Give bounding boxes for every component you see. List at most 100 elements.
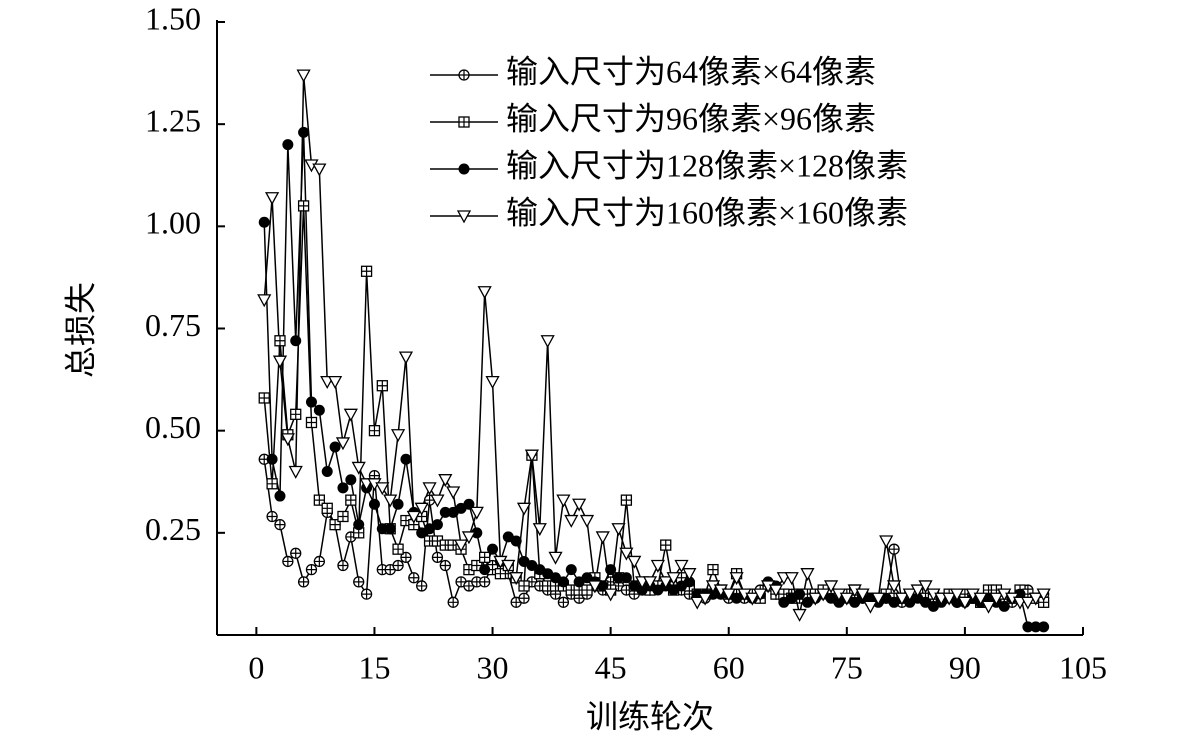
marker-shape	[430, 494, 445, 508]
marker	[458, 69, 470, 81]
marker	[642, 576, 658, 590]
marker	[360, 265, 373, 277]
marker-shape	[337, 560, 348, 571]
marker-shape	[1036, 588, 1051, 602]
marker-shape	[698, 592, 713, 606]
marker-shape	[313, 404, 325, 416]
marker	[360, 588, 373, 600]
marker-shape	[564, 514, 579, 528]
marker-shape	[603, 588, 618, 602]
marker-shape	[329, 441, 341, 453]
marker-shape	[288, 465, 303, 479]
y-tick-label: 0.50	[145, 409, 201, 445]
marker-shape	[579, 514, 595, 528]
marker	[296, 69, 311, 83]
marker	[258, 392, 270, 404]
marker-shape	[408, 572, 419, 583]
marker	[784, 572, 799, 586]
marker-shape	[682, 568, 697, 582]
marker	[721, 588, 736, 602]
marker	[390, 429, 406, 443]
marker-shape	[290, 409, 301, 420]
marker-shape	[485, 375, 500, 389]
marker-shape	[794, 588, 806, 600]
marker-shape	[416, 580, 427, 591]
marker-shape	[557, 576, 569, 588]
marker	[879, 535, 894, 549]
marker-shape	[753, 588, 768, 602]
marker	[816, 588, 831, 602]
marker-shape	[376, 523, 388, 535]
marker-shape	[343, 408, 358, 422]
marker	[1028, 592, 1043, 606]
marker-shape	[385, 564, 396, 575]
marker	[368, 425, 381, 437]
marker	[485, 375, 500, 389]
marker	[942, 592, 957, 606]
marker-shape	[296, 69, 311, 83]
marker	[400, 551, 412, 564]
marker-shape	[619, 547, 634, 561]
marker-shape	[707, 588, 719, 600]
legend-label: 输入尺寸为128像素×128像素	[506, 147, 908, 183]
marker-shape	[321, 466, 333, 478]
marker	[375, 482, 390, 496]
marker	[627, 555, 642, 569]
marker-shape	[377, 380, 388, 391]
marker-shape	[479, 576, 490, 587]
marker-shape	[459, 70, 469, 80]
marker-shape	[335, 437, 351, 451]
marker	[353, 576, 365, 588]
marker	[297, 200, 310, 212]
y-axis-label: 总损失	[62, 282, 98, 378]
marker	[439, 506, 451, 518]
marker	[400, 453, 412, 465]
x-axis-label: 训练轮次	[586, 698, 714, 734]
marker-shape	[894, 592, 910, 606]
marker	[266, 453, 278, 465]
marker	[439, 559, 451, 572]
marker	[438, 474, 453, 488]
marker	[321, 466, 333, 478]
marker-shape	[1030, 621, 1042, 633]
marker	[823, 580, 839, 594]
marker-shape	[306, 417, 317, 428]
marker-shape	[384, 523, 396, 535]
marker-shape	[839, 592, 854, 606]
marker-shape	[314, 495, 325, 506]
marker-shape	[406, 510, 421, 524]
marker-shape	[479, 552, 490, 563]
marker-shape	[1028, 592, 1043, 606]
marker-shape	[461, 531, 477, 545]
marker	[557, 576, 569, 588]
marker-shape	[949, 588, 965, 602]
marker	[274, 335, 286, 347]
marker-shape	[369, 425, 380, 436]
marker-shape	[456, 576, 467, 587]
marker-shape	[729, 572, 744, 586]
marker	[398, 351, 414, 365]
marker	[605, 564, 617, 576]
marker-shape	[257, 294, 272, 308]
marker	[431, 519, 443, 531]
marker-shape	[280, 433, 295, 447]
marker	[886, 580, 902, 594]
marker-shape	[390, 429, 406, 443]
marker	[335, 437, 351, 451]
marker-shape	[438, 474, 453, 488]
marker-shape	[558, 597, 569, 608]
marker	[516, 502, 532, 516]
marker-shape	[1038, 621, 1050, 633]
marker	[313, 494, 325, 506]
marker	[345, 474, 357, 486]
marker-shape	[674, 559, 689, 573]
marker-shape	[1020, 596, 1035, 610]
marker-shape	[510, 535, 522, 547]
marker-shape	[879, 535, 894, 549]
marker	[298, 126, 310, 138]
marker-shape	[823, 580, 839, 594]
marker-shape	[855, 588, 870, 602]
marker	[305, 563, 318, 576]
marker-shape	[274, 335, 285, 346]
marker	[1030, 621, 1042, 633]
